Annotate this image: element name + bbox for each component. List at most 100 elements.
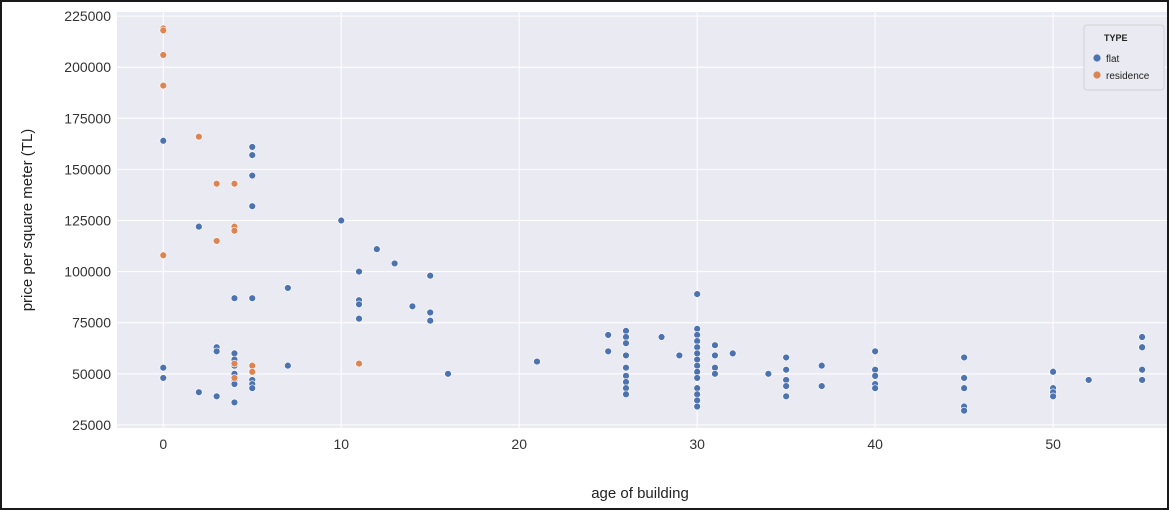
- legend-box: [1083, 24, 1165, 91]
- data-point-flat: [729, 349, 737, 358]
- series-residence: [159, 24, 363, 382]
- data-point-flat: [693, 396, 701, 405]
- data-point-residence: [159, 251, 167, 259]
- data-point-flat: [871, 372, 879, 380]
- data-point-flat: [195, 222, 203, 231]
- y-tick-label: 75000: [72, 315, 111, 331]
- data-point-flat: [284, 284, 292, 292]
- data-point-flat: [248, 294, 256, 302]
- data-point-flat: [871, 366, 879, 374]
- data-point-flat: [782, 392, 790, 401]
- data-point-flat: [408, 302, 417, 311]
- data-point-flat: [764, 370, 773, 378]
- data-point-residence: [230, 359, 239, 368]
- data-point-flat: [1084, 376, 1093, 384]
- y-axis-ticks: 25000 50000 75000 100000 125000 150000 175000 2…: [64, 8, 111, 433]
- data-point-flat: [622, 339, 630, 347]
- data-point-flat: [1138, 343, 1146, 351]
- x-tick-label: 0: [159, 436, 167, 452]
- data-point-flat: [1049, 392, 1057, 401]
- y-tick-label: 50000: [72, 366, 111, 382]
- data-point-flat: [693, 337, 701, 345]
- data-point-flat: [1138, 376, 1146, 384]
- plot-area: [117, 12, 1167, 428]
- legend[interactable]: TYPE flat residence: [1083, 24, 1165, 91]
- data-point-flat: [230, 294, 239, 302]
- data-point-flat: [159, 137, 167, 145]
- data-point-flat: [693, 343, 701, 351]
- legend-label-residence: residence: [1106, 71, 1150, 82]
- data-point-flat: [622, 327, 630, 335]
- y-tick-label: 175000: [64, 110, 111, 126]
- data-point-flat: [230, 398, 239, 407]
- data-point-residence: [159, 26, 167, 35]
- legend-label-flat: flat: [1106, 54, 1120, 65]
- data-point-flat: [604, 347, 612, 356]
- data-point-flat: [657, 333, 666, 341]
- y-tick-label: 100000: [64, 264, 111, 280]
- data-point-flat: [1049, 368, 1057, 376]
- data-point-residence: [159, 81, 167, 90]
- data-point-flat: [818, 382, 826, 390]
- data-point-residence: [230, 227, 239, 235]
- data-points: [159, 24, 1146, 415]
- data-point-residence: [159, 51, 167, 59]
- x-tick-label: 30: [689, 436, 705, 452]
- data-point-flat: [693, 355, 701, 364]
- data-point-flat: [248, 384, 256, 392]
- data-point-flat: [622, 333, 630, 341]
- y-tick-label: 150000: [64, 161, 111, 177]
- data-point-flat: [390, 259, 399, 268]
- series-flat: [159, 137, 1146, 415]
- x-axis-label: age of building: [591, 485, 689, 502]
- data-point-flat: [782, 353, 790, 362]
- y-tick-label: 125000: [64, 213, 111, 229]
- grid-lines: [117, 12, 1167, 428]
- data-point-flat: [693, 384, 701, 392]
- data-point-flat: [622, 372, 630, 380]
- data-point-flat: [159, 363, 167, 372]
- x-axis-ticks: 0 10 20 30 40 50: [159, 436, 1061, 452]
- data-point-flat: [711, 370, 719, 378]
- data-point-flat: [373, 245, 381, 253]
- x-tick-label: 20: [511, 436, 527, 452]
- data-point-flat: [622, 390, 630, 398]
- data-point-flat: [248, 202, 256, 210]
- data-point-flat: [693, 325, 701, 333]
- data-point-flat: [960, 406, 968, 415]
- data-point-flat: [622, 351, 630, 360]
- data-point-flat: [693, 390, 701, 398]
- data-point-flat: [444, 370, 452, 378]
- data-point-flat: [693, 331, 701, 339]
- data-point-flat: [960, 353, 968, 362]
- data-point-flat: [212, 392, 221, 401]
- y-axis-label: price per square meter (TL): [19, 129, 36, 312]
- data-point-flat: [622, 384, 630, 392]
- data-point-flat: [1138, 333, 1146, 341]
- data-point-flat: [159, 374, 167, 382]
- data-point-flat: [337, 216, 345, 225]
- data-point-flat: [711, 351, 719, 360]
- data-point-residence: [212, 180, 221, 188]
- data-point-flat: [871, 347, 879, 356]
- data-point-flat: [230, 349, 239, 358]
- data-point-flat: [960, 384, 968, 392]
- data-point-flat: [693, 402, 701, 411]
- data-point-residence: [212, 237, 221, 245]
- data-point-flat: [248, 151, 256, 159]
- data-point-flat: [1138, 366, 1146, 374]
- data-point-flat: [622, 363, 630, 372]
- data-point-flat: [195, 388, 203, 396]
- data-point-flat: [533, 357, 541, 366]
- data-point-residence: [355, 359, 363, 368]
- y-tick-label: 200000: [64, 59, 111, 75]
- x-tick-label: 10: [333, 436, 349, 452]
- data-point-residence: [195, 132, 203, 141]
- data-point-flat: [782, 366, 790, 374]
- data-point-residence: [230, 374, 239, 382]
- legend-title: TYPE: [1104, 33, 1128, 43]
- data-point-flat: [711, 363, 719, 372]
- data-point-flat: [355, 267, 363, 276]
- data-point-flat: [782, 376, 790, 384]
